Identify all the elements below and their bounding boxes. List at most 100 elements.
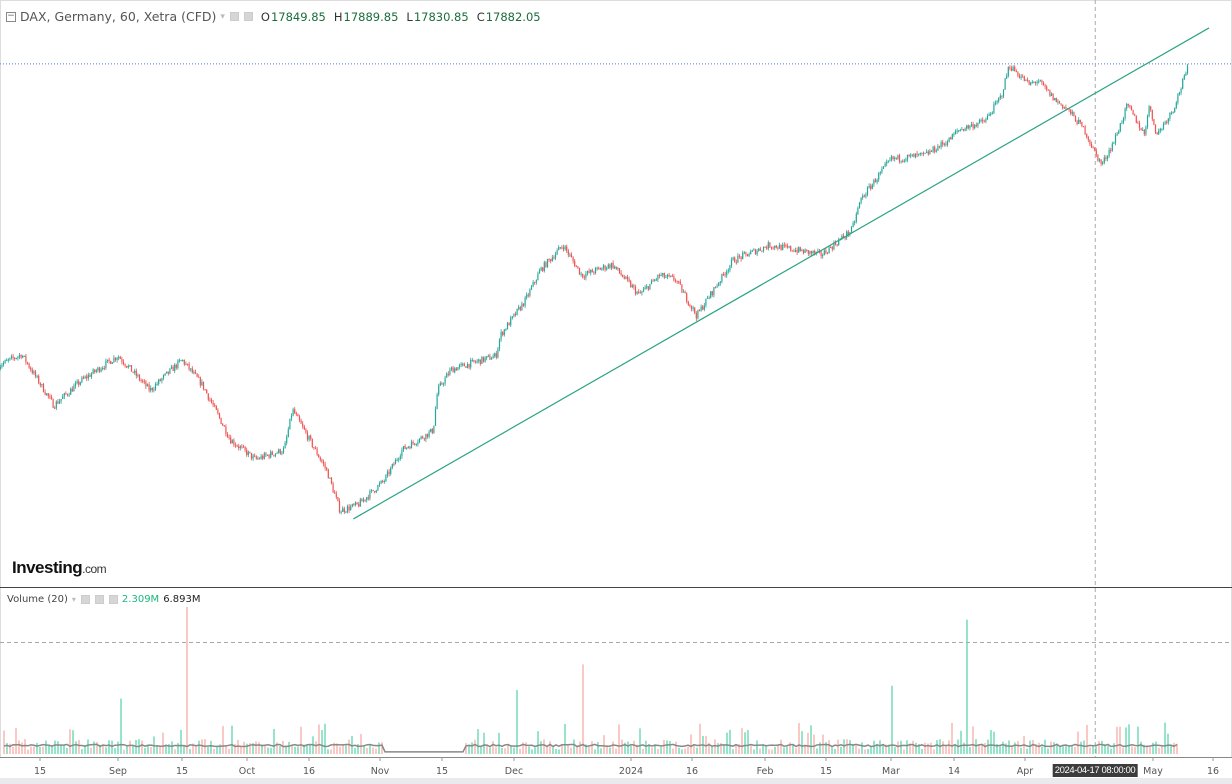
candle-body [905,159,907,161]
candle-body [244,446,246,450]
visibility-icon[interactable] [80,595,90,604]
candle-body [156,383,158,385]
candle-body [1030,82,1032,85]
low-label: L [406,9,413,24]
candle-body [98,367,101,372]
candle-body [959,130,961,132]
candle-body [1185,73,1187,76]
volume-label[interactable]: Volume (20) [7,594,68,605]
candle-body [820,251,822,257]
candle-body [364,499,366,501]
candle-body [228,436,230,438]
candle-body [825,250,827,254]
candle-body [442,383,445,385]
candle-body [81,377,83,383]
dropdown-icon[interactable]: ▾ [220,11,225,22]
candle-body [962,129,965,131]
candle-body [804,249,806,254]
candle-body [615,266,617,269]
candle-body [623,277,625,279]
candle-body [482,356,485,362]
candle-body [180,360,182,362]
candle-body [860,197,862,203]
candle-body [450,367,453,370]
candle-body [250,452,253,459]
candle-body [76,381,78,384]
candle-body [150,387,152,391]
candle-body [598,267,600,269]
candle-body [932,146,934,152]
candle-body [206,389,208,394]
candle-body [748,254,750,257]
candle-body [538,270,541,274]
x-tick-label: 16 [302,766,316,777]
candle-body [391,463,393,468]
candle-body [700,306,702,311]
candle-body [393,463,395,465]
candle-body [282,448,285,453]
candle-body [831,247,833,250]
open-value: O17849.85 [261,10,326,24]
candle-body [994,102,997,105]
candle-body [578,267,581,275]
candle-body [223,425,225,427]
settings-icon[interactable] [243,12,253,21]
candle-body [425,433,427,440]
candle-body [798,247,800,253]
candle-body [633,285,635,287]
candle-body [663,273,665,278]
candle-body [1063,107,1065,109]
candle-body [28,363,30,368]
candle-body [735,262,737,264]
candle-body [564,246,566,250]
candle-body [78,381,80,385]
candle-body [570,254,573,258]
candle-body [641,291,643,294]
chart-legend: − DAX, Germany, 60, Xetra (CFD) ▾ O17849… [6,9,541,24]
candle-body [758,248,760,252]
candle-body [738,255,741,257]
candle-body [740,256,742,259]
candle-body [290,415,293,419]
candle-body [1084,126,1086,135]
candle-body [1036,81,1038,84]
candle-body [886,161,888,164]
candle-body [42,384,45,393]
candle-body [502,331,504,336]
candle-body [177,360,179,368]
candle-body [644,287,646,290]
dropdown-icon[interactable]: ▾ [71,595,76,604]
candle-body [204,389,206,391]
candle-body [921,152,923,154]
symbol-name[interactable]: DAX, Germany, 60, Xetra (CFD) [20,9,217,24]
candle-body [385,475,387,481]
candle-body [130,365,133,372]
candle-body [998,98,1000,102]
candle-body [1166,121,1168,123]
candle-body [212,402,214,405]
collapse-icon[interactable]: − [6,10,16,22]
candle-body [135,370,137,376]
candle-body [774,245,776,248]
candle-body [374,491,376,493]
visibility-icon[interactable] [229,12,239,21]
candle-body [1022,76,1024,78]
candle-body [10,356,13,358]
candle-body [593,272,595,274]
close-icon[interactable] [108,595,118,604]
candle-body [22,355,24,358]
candle-body [516,308,518,316]
candle-body [572,257,574,262]
candle-body [265,453,267,456]
candle-body [943,143,945,145]
candle-body [681,284,683,293]
settings-icon[interactable] [94,595,104,604]
candle-body [332,483,334,493]
candle-body [743,252,745,254]
candle-body [12,356,14,358]
candle-body [690,305,693,309]
x-tick-label: Apr [1016,766,1034,777]
candle-body [23,355,25,357]
candle-body [377,485,379,491]
